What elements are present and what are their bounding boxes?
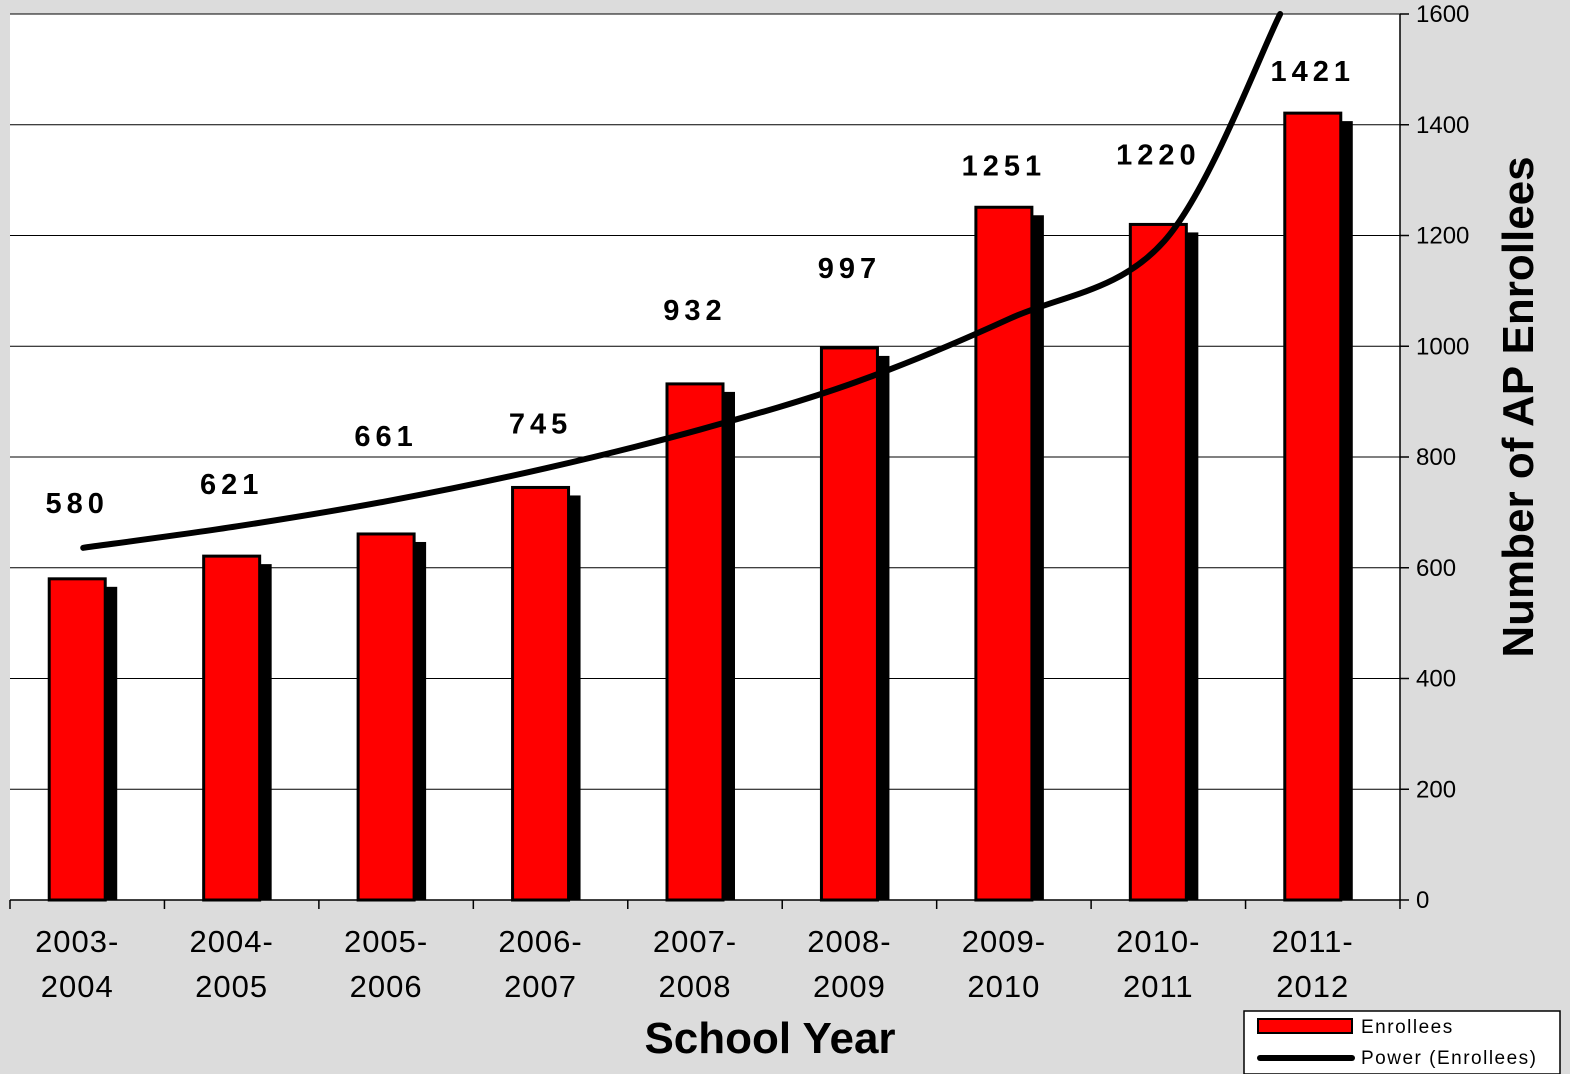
y-tick-label-1000: 1000 — [1416, 333, 1469, 360]
trendline-layer — [80, 11, 1284, 551]
data-labels: 580 621 661 745 932 997 1251 1220 1421 — [46, 56, 1356, 520]
bar — [1283, 111, 1343, 902]
data-label: 1421 — [1271, 56, 1356, 88]
legend-label-trendline: Power (Enrollees) — [1361, 1048, 1538, 1069]
data-label: 997 — [818, 253, 881, 285]
y-tick-label-400: 400 — [1416, 666, 1456, 693]
data-label: 1220 — [1116, 139, 1201, 171]
data-label: 745 — [509, 408, 572, 440]
bars — [47, 111, 1353, 902]
bar — [202, 554, 262, 902]
bar — [47, 577, 107, 902]
y-tick-label-800: 800 — [1416, 444, 1456, 471]
axes: 0 200 400 600 800 1000 1200 1400 1600 2003-2004 20… — [9, 1, 1469, 1004]
x-tick-label: 2011-2012 — [1272, 924, 1354, 1004]
y-tick-label-600: 600 — [1416, 555, 1456, 582]
y-tick-label-1600: 1600 — [1416, 1, 1469, 28]
data-label: 621 — [200, 469, 263, 501]
bar — [819, 346, 879, 902]
legend-swatch-enrollees — [1257, 1018, 1353, 1034]
legend: Enrollees Power (Enrollees) — [1243, 1010, 1561, 1074]
data-label: 661 — [354, 421, 417, 453]
x-tick-label: 2005-2006 — [344, 924, 428, 1004]
y-tick-label-1200: 1200 — [1416, 223, 1469, 250]
x-tick-label: 2009-2010 — [962, 924, 1046, 1004]
x-tick-label: 2004-2005 — [190, 924, 274, 1004]
y-tick-label-1400: 1400 — [1416, 112, 1469, 139]
bar — [665, 382, 725, 902]
x-tick-label: 2003-2004 — [35, 924, 119, 1004]
x-tick-label: 2006-2007 — [498, 924, 582, 1004]
y-axis-title: Number of AP Enrollees — [1494, 156, 1543, 657]
legend-label-enrollees: Enrollees — [1361, 1017, 1454, 1038]
x-axis-title: School Year — [644, 1014, 895, 1063]
y-tick-label-0: 0 — [1416, 887, 1429, 914]
bar — [511, 485, 571, 902]
x-tick-label: 2008-2009 — [807, 924, 891, 1004]
bar — [356, 532, 416, 902]
data-label: 932 — [663, 295, 726, 327]
x-tick-label: 2007-2008 — [653, 924, 737, 1004]
bar — [1128, 222, 1188, 902]
trendline-power — [80, 11, 1284, 551]
x-tick-label: 2010-2011 — [1116, 924, 1200, 1004]
data-label: 580 — [46, 488, 109, 520]
y-tick-label-200: 200 — [1416, 776, 1456, 803]
data-label: 1251 — [962, 150, 1047, 182]
